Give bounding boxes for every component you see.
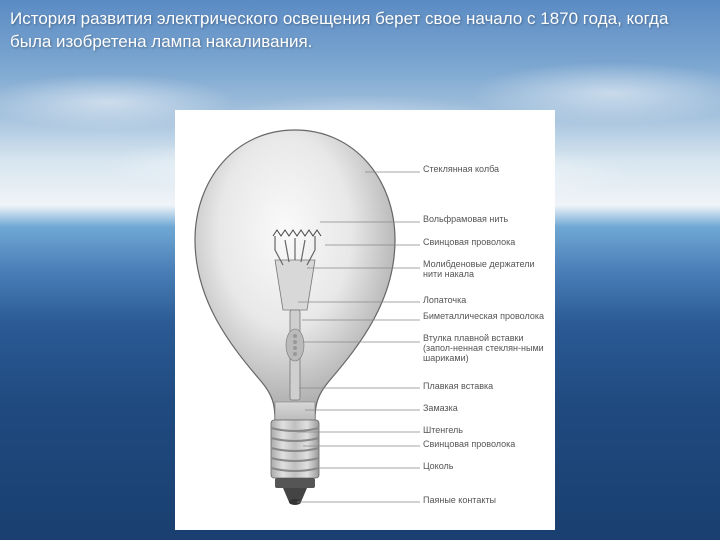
label-fuse: Плавкая вставка [423, 382, 493, 392]
screw-base [271, 420, 319, 505]
label-glass-bulb: Стеклянная колба [423, 165, 499, 175]
label-cement: Замазка [423, 404, 458, 414]
label-filament: Вольфрамовая нить [423, 215, 508, 225]
label-solder: Паяные контакты [423, 496, 496, 506]
label-sleeve: Втулка плавной вставки (запол-ненная сте… [423, 334, 551, 364]
label-lead-wire: Свинцовая проволока [423, 238, 515, 248]
label-stem: Штенгель [423, 426, 463, 436]
label-lead-wire-2: Свинцовая проволока [423, 440, 515, 450]
label-supports: Молибденовые держатели нити накала [423, 260, 551, 280]
bulb-diagram: Стеклянная колба Вольфрамовая нить Свинц… [175, 110, 555, 530]
label-cap: Цоколь [423, 462, 453, 472]
page-title: История развития электрического освещени… [10, 8, 680, 54]
label-button: Лопаточка [423, 296, 466, 306]
label-bimetal: Биметаллическая проволока [423, 312, 544, 322]
